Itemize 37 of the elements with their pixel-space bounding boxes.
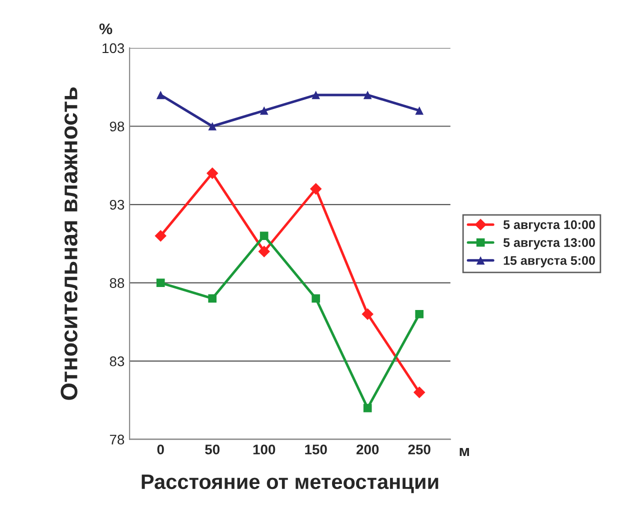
point — [208, 294, 217, 303]
legend-label: 5 августа 13:00 — [503, 238, 595, 250]
point — [206, 167, 218, 180]
x-tick-label: 150 — [305, 444, 327, 454]
x-tick-label: 100 — [253, 444, 276, 454]
x-tick-label: 50 — [205, 444, 220, 454]
point — [363, 404, 372, 412]
point — [312, 90, 320, 100]
x-axis-title: Расстояние от метеостанции — [142, 474, 438, 494]
point — [208, 122, 217, 130]
y-tick-label: 88 — [110, 278, 124, 288]
point — [156, 278, 165, 287]
point — [362, 308, 374, 320]
point — [260, 106, 268, 115]
y-tick-label: 103 — [102, 43, 124, 54]
legend-label: 15 августа 5:00 — [504, 256, 595, 268]
point — [415, 106, 424, 115]
text: % — [99, 23, 112, 34]
point — [415, 310, 424, 318]
point — [258, 246, 270, 258]
point — [312, 294, 320, 303]
point — [413, 386, 426, 398]
x-tick-label: 250 — [408, 444, 430, 454]
y-axis-title: Относительная влажность — [60, 87, 78, 400]
y-tick-label: 93 — [110, 200, 124, 210]
y-tick-label: 83 — [110, 356, 124, 366]
x-tick-label: 200 — [356, 444, 379, 454]
y-tick-label: 78 — [110, 434, 124, 445]
x-tick-label: 0 — [157, 444, 164, 454]
point — [156, 90, 165, 100]
point — [310, 182, 322, 195]
point — [154, 230, 167, 242]
legend-label: 5 августа 10:00 — [503, 220, 595, 232]
point — [363, 90, 372, 100]
text: м — [460, 448, 469, 456]
y-tick-label: 98 — [110, 122, 124, 132]
point — [260, 232, 268, 240]
